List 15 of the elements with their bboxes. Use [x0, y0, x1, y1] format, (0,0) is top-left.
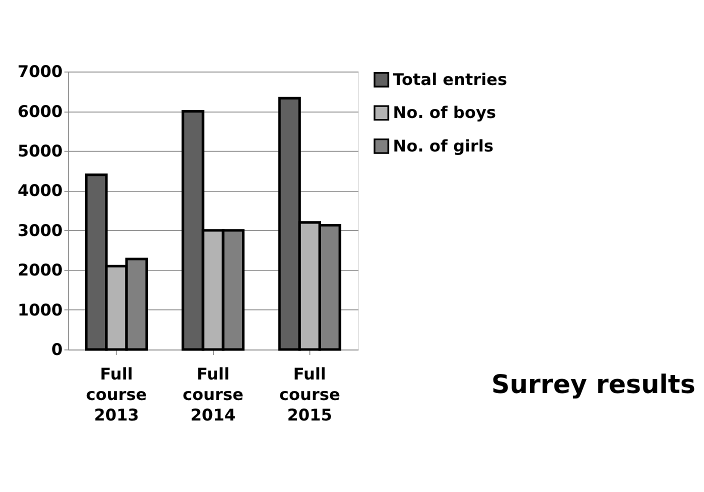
legend-label: Total entries: [392, 70, 508, 89]
y-tick-label: 1000: [18, 300, 63, 320]
x-tick-label: Full course 2015: [279, 364, 340, 425]
legend-label: No. of girls: [392, 136, 494, 156]
y-tick-label: 6000: [18, 102, 63, 121]
x-tick-label: Full course 2014: [182, 364, 244, 425]
text: Surrey results: [491, 370, 696, 400]
y-tick-label: 4000: [18, 181, 63, 200]
y-tick-label: 2000: [18, 260, 63, 280]
y-tick-label: 5000: [18, 142, 63, 161]
y-tick-label: 3000: [18, 220, 63, 240]
x-tick-label: Full course 2013: [86, 364, 147, 425]
legend-label: No. of boys: [392, 103, 496, 122]
y-tick-label: 7000: [18, 62, 63, 82]
y-tick-label: 0: [51, 340, 63, 360]
